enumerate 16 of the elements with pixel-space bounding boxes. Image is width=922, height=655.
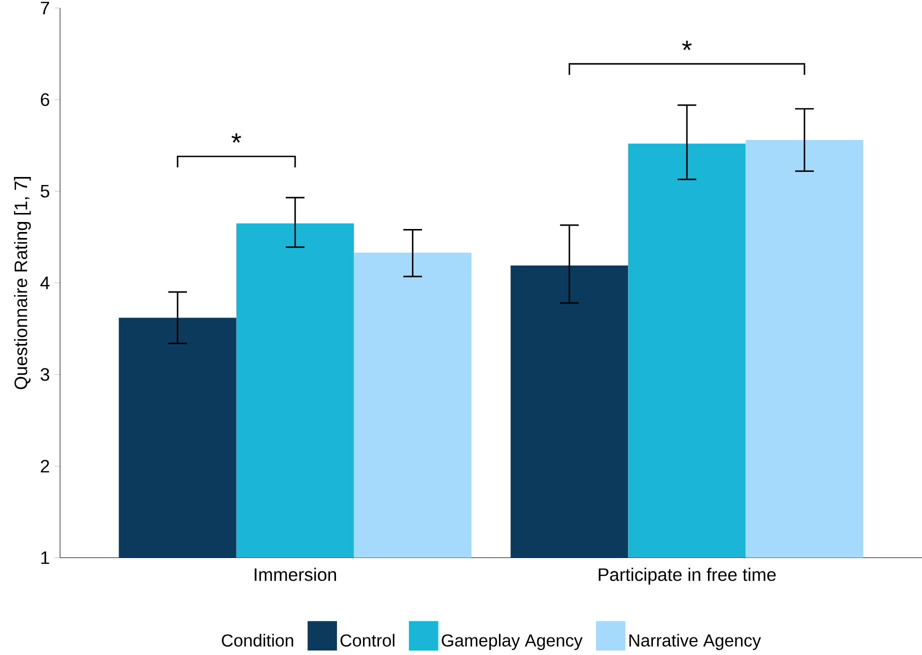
- legend-label: Control: [340, 634, 394, 647]
- x-tick-label: Participate in free time: [598, 568, 776, 585]
- annotation: *: [682, 40, 692, 50]
- annotation: *: [232, 133, 242, 143]
- y-tick-label: 5: [40, 184, 50, 198]
- legend-label: Narrative Agency: [629, 634, 761, 650]
- y-tick-label: 2: [40, 460, 50, 472]
- y-tick-label: 4: [40, 276, 50, 290]
- y-tick-label: 1: [41, 551, 50, 564]
- x-tick-label: Immersion: [254, 568, 336, 581]
- y-tick-label: 3: [40, 368, 50, 381]
- legend-label: Gameplay Agency: [442, 634, 583, 650]
- y-tick-label: 7: [40, 2, 50, 14]
- legend-title: Condition: [222, 634, 294, 647]
- y-tick-label: 6: [40, 93, 50, 106]
- y-axis-title: Questionnaire Rating [1, 7]: [14, 176, 31, 390]
